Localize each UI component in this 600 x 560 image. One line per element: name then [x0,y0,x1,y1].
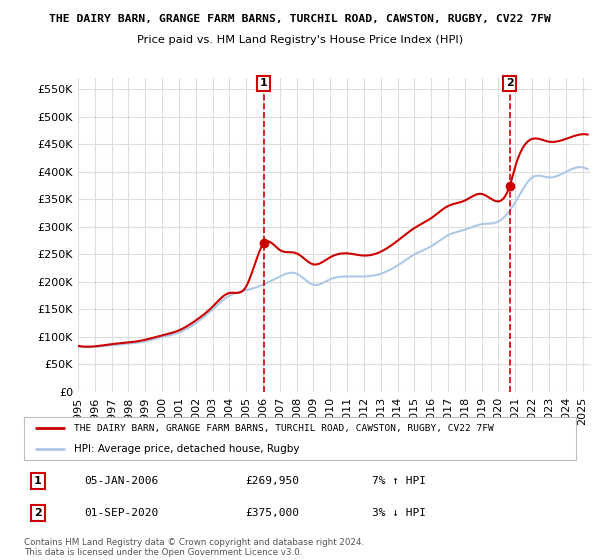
Text: Price paid vs. HM Land Registry's House Price Index (HPI): Price paid vs. HM Land Registry's House … [137,35,463,45]
Text: 01-SEP-2020: 01-SEP-2020 [85,508,159,518]
Text: HPI: Average price, detached house, Rugby: HPI: Average price, detached house, Rugb… [74,444,299,454]
Text: 3% ↓ HPI: 3% ↓ HPI [372,508,426,518]
Text: £375,000: £375,000 [245,508,299,518]
Text: 1: 1 [260,78,268,88]
Text: Contains HM Land Registry data © Crown copyright and database right 2024.
This d: Contains HM Land Registry data © Crown c… [24,538,364,557]
Text: THE DAIRY BARN, GRANGE FARM BARNS, TURCHIL ROAD, CAWSTON, RUGBY, CV22 7FW: THE DAIRY BARN, GRANGE FARM BARNS, TURCH… [74,424,493,433]
Text: 1: 1 [34,476,41,486]
Text: 2: 2 [34,508,41,518]
Text: £269,950: £269,950 [245,476,299,486]
Text: 7% ↑ HPI: 7% ↑ HPI [372,476,426,486]
Text: 2: 2 [506,78,514,88]
Text: THE DAIRY BARN, GRANGE FARM BARNS, TURCHIL ROAD, CAWSTON, RUGBY, CV22 7FW: THE DAIRY BARN, GRANGE FARM BARNS, TURCH… [49,14,551,24]
Text: 05-JAN-2006: 05-JAN-2006 [85,476,159,486]
